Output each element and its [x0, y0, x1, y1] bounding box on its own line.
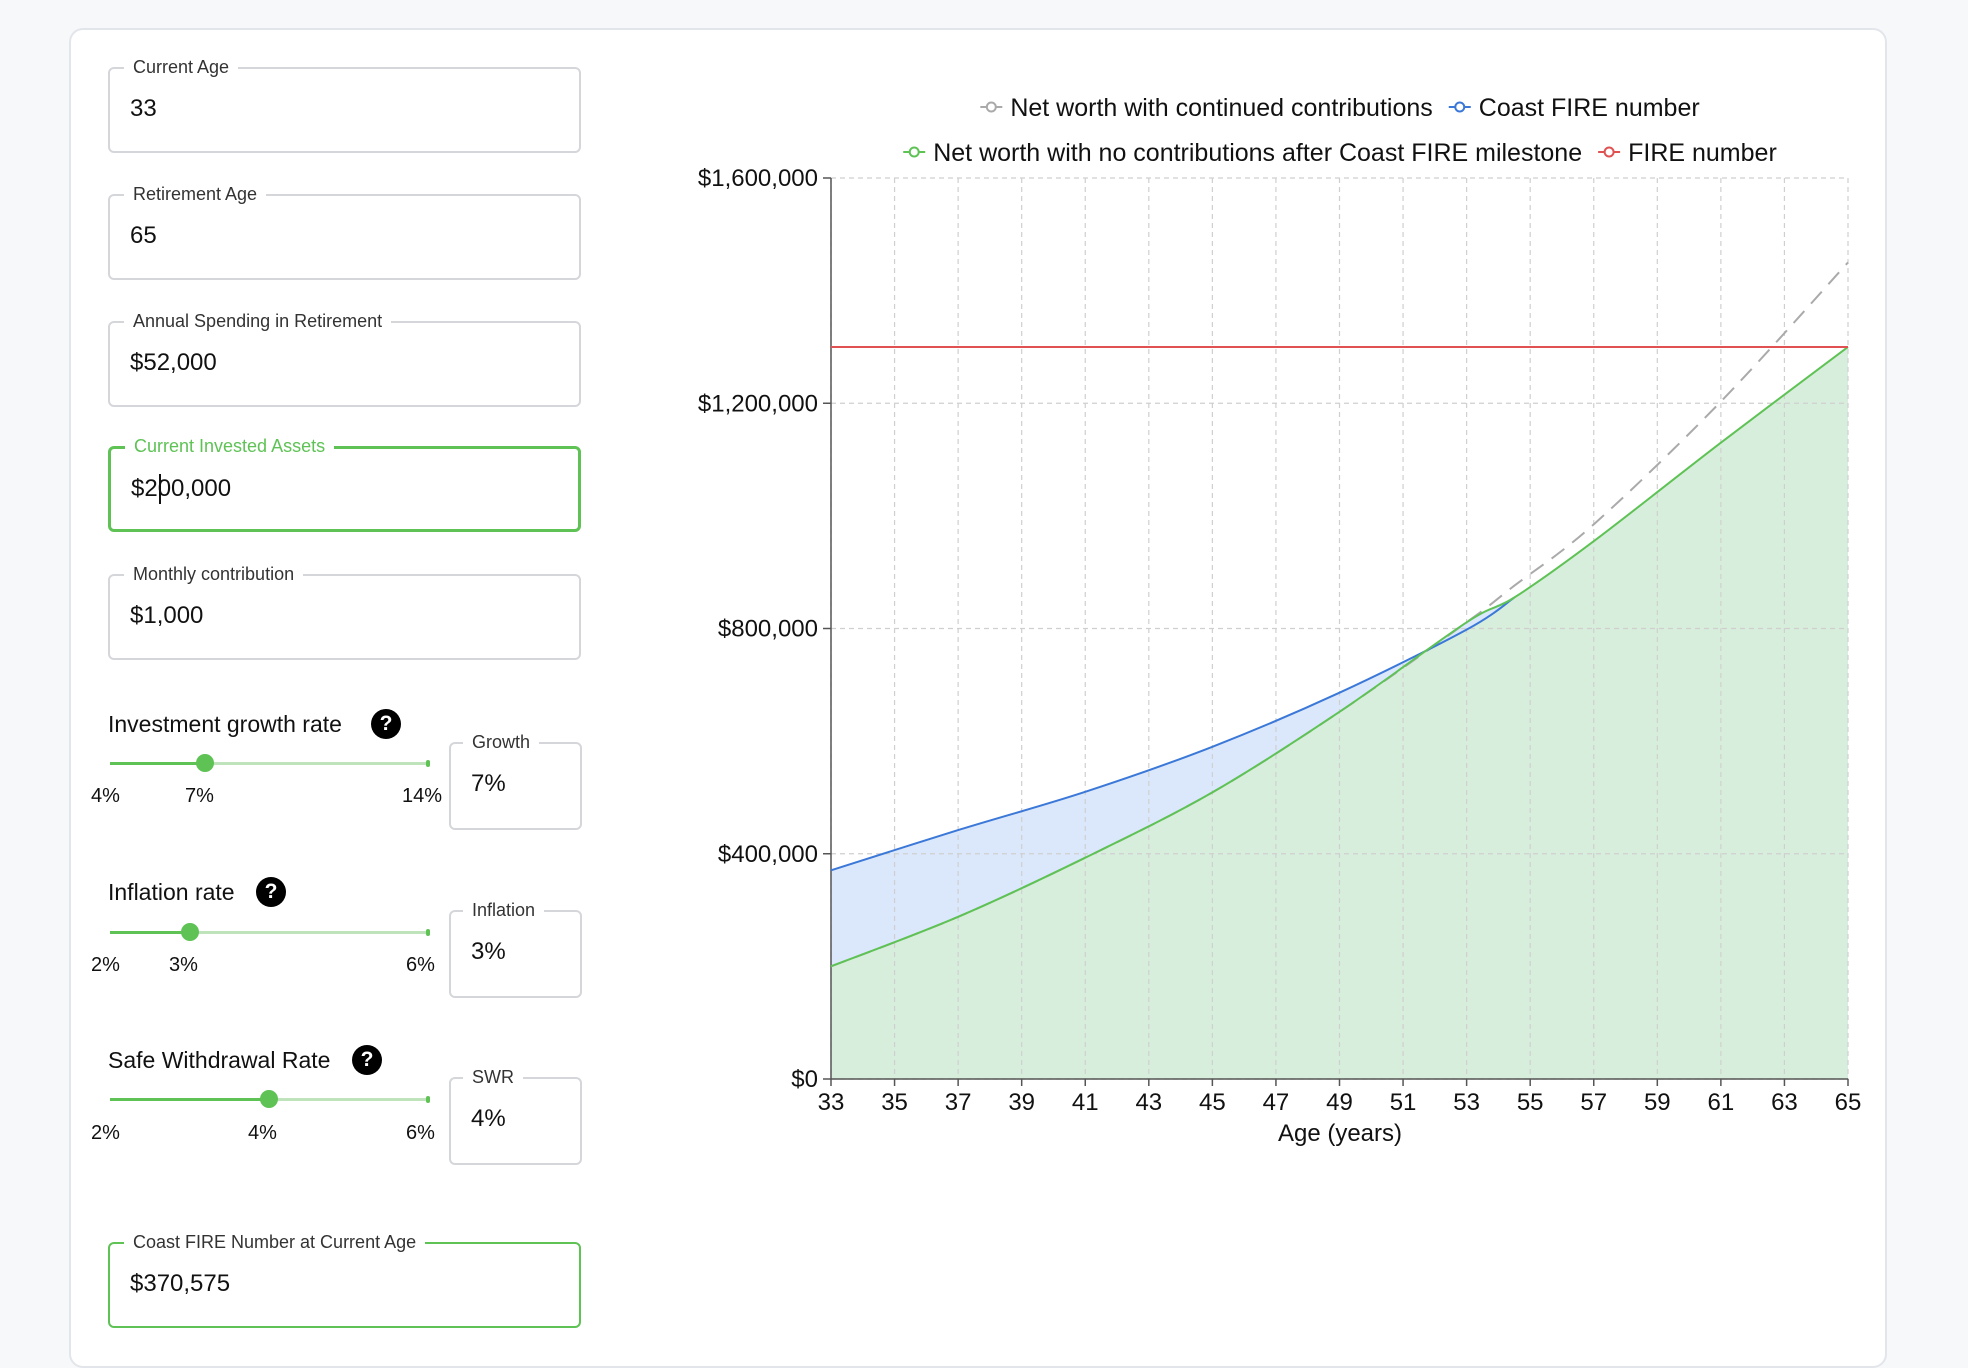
- swr-slider-end: [426, 1096, 430, 1103]
- coast-fire-result-value: [130, 1260, 550, 1308]
- growth-slider-end: [426, 760, 430, 767]
- growth-box-label: Growth: [463, 731, 540, 753]
- inflation-mid-label: 3%: [169, 954, 198, 976]
- inflation-min-label: 2%: [91, 954, 120, 976]
- monthly-contribution-label: Monthly contribution: [124, 563, 304, 585]
- annual-spending-field[interactable]: Annual Spending in Retirement: [108, 310, 581, 407]
- swr-slider[interactable]: [110, 1090, 430, 1108]
- inflation-max-label: 6%: [406, 954, 435, 976]
- swr-max-label: 6%: [406, 1122, 435, 1144]
- swr-box[interactable]: SWR: [449, 1066, 582, 1165]
- swr-mid-label: 4%: [248, 1122, 277, 1144]
- retirement-age-input[interactable]: [130, 212, 550, 260]
- current-age-field[interactable]: Current Age: [108, 56, 581, 153]
- monthly-contribution-field[interactable]: Monthly contribution: [108, 563, 581, 660]
- growth-slider[interactable]: [110, 754, 430, 772]
- growth-rate-label: Investment growth rate: [108, 711, 342, 737]
- retirement-age-field[interactable]: Retirement Age: [108, 183, 581, 280]
- annual-spending-label: Annual Spending in Retirement: [124, 310, 392, 332]
- current-assets-label: Current Invested Assets: [125, 435, 335, 457]
- current-age-input[interactable]: [130, 85, 550, 133]
- inflation-slider[interactable]: [110, 923, 430, 941]
- inflation-input[interactable]: [471, 930, 561, 974]
- growth-min-label: 4%: [91, 785, 120, 807]
- inflation-box-label: Inflation: [463, 899, 545, 921]
- swr-input[interactable]: [471, 1097, 561, 1141]
- growth-slider-fill: [110, 762, 206, 765]
- current-age-label: Current Age: [124, 56, 239, 78]
- retirement-age-label: Retirement Age: [124, 183, 267, 205]
- current-assets-field[interactable]: Current Invested Assets: [108, 435, 581, 532]
- swr-slider-fill: [110, 1098, 269, 1101]
- coast-fire-result-field: Coast FIRE Number at Current Age: [108, 1231, 581, 1328]
- growth-input[interactable]: [471, 762, 561, 806]
- swr-box-label: SWR: [463, 1066, 523, 1088]
- swr-min-label: 2%: [91, 1122, 120, 1144]
- inflation-slider-fill: [110, 931, 190, 934]
- growth-box[interactable]: Growth: [449, 731, 582, 830]
- inflation-slider-thumb[interactable]: [180, 923, 199, 941]
- swr-help-icon[interactable]: ?: [352, 1045, 382, 1075]
- swr-slider-thumb[interactable]: [260, 1090, 278, 1108]
- inflation-slider-end: [426, 929, 430, 936]
- coast-fire-result-label: Coast FIRE Number at Current Age: [124, 1231, 426, 1253]
- swr-label: Safe Withdrawal Rate: [108, 1047, 331, 1073]
- growth-slider-thumb[interactable]: [196, 754, 215, 772]
- growth-mid-label: 7%: [185, 785, 214, 807]
- growth-help-icon[interactable]: ?: [371, 709, 401, 739]
- monthly-contribution-input[interactable]: [130, 592, 550, 640]
- annual-spending-input[interactable]: [130, 339, 550, 387]
- text-caret: [159, 474, 161, 504]
- growth-max-label: 14%: [402, 785, 443, 807]
- inflation-box[interactable]: Inflation: [449, 899, 582, 998]
- inflation-rate-label: Inflation rate: [108, 879, 235, 905]
- inflation-help-icon[interactable]: ?: [256, 877, 286, 907]
- current-assets-input[interactable]: [131, 465, 551, 513]
